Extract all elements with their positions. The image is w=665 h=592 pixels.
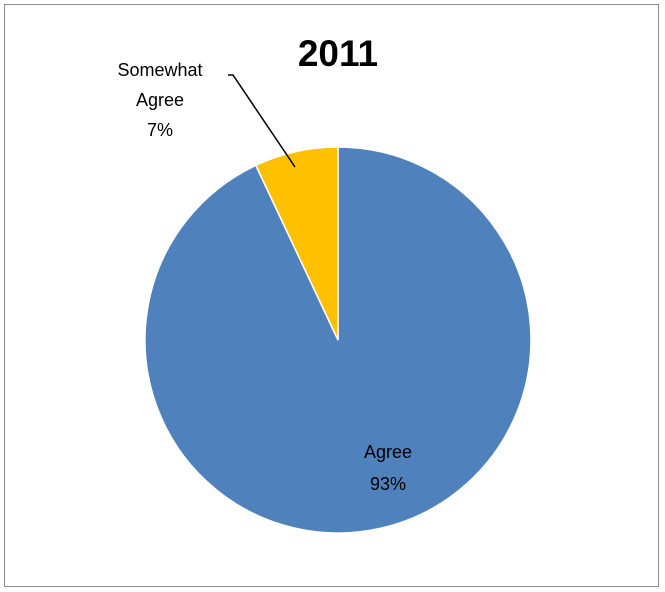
- data-label-agree-percent: 93%: [370, 474, 406, 494]
- data-label-somewhat-category-line2: Agree: [136, 90, 184, 110]
- data-label-somewhat-category-line1: Somewhat: [117, 60, 202, 80]
- chart-title: 2011: [298, 33, 378, 74]
- data-label-somewhat-percent: 7%: [147, 120, 173, 140]
- data-label-leader-line: [228, 74, 296, 168]
- pie-slice-somewhat-agree: [254, 146, 339, 341]
- data-label-agree-category: Agree: [364, 442, 412, 462]
